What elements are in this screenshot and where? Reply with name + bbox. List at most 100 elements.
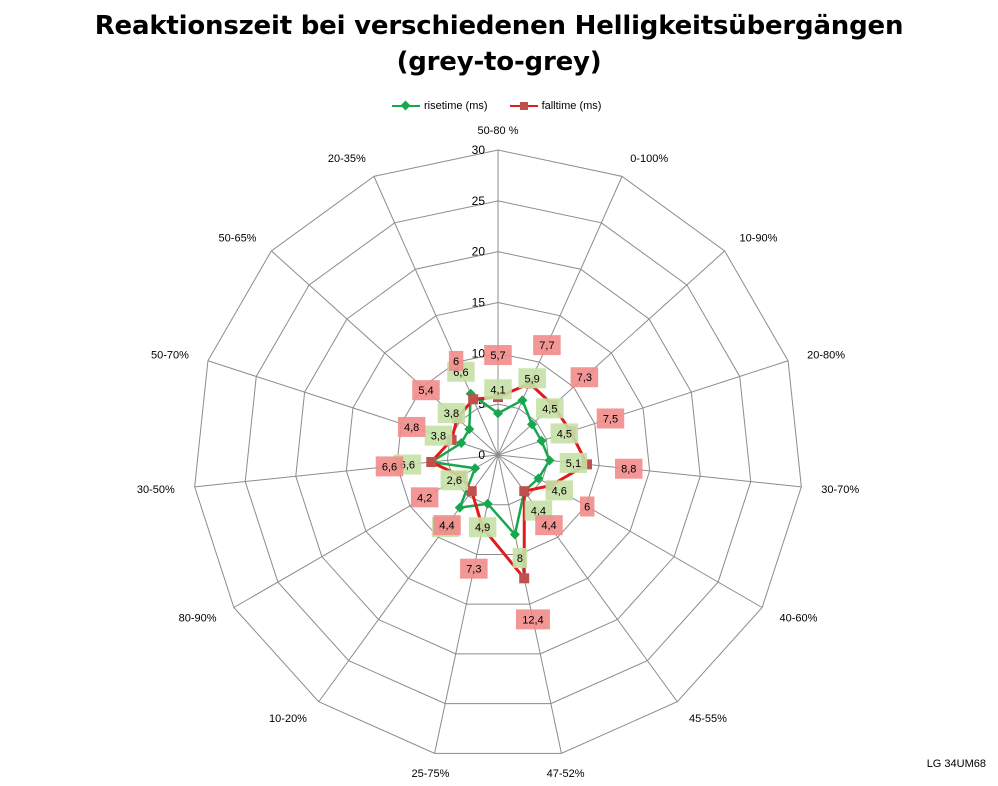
legend-item-falltime: falltime (ms) [509, 100, 602, 112]
legend-falltime-marker [509, 100, 538, 112]
radial-tick-label: 25 [472, 194, 486, 208]
category-label-45-55: 45-55% [689, 713, 727, 725]
grid-spoke [497, 176, 623, 456]
grid-spoke [194, 454, 499, 488]
risetime-label-bg-25-75 [468, 517, 497, 538]
risetime-label-bg-47-52 [512, 548, 528, 569]
risetime-label-50-70: 3,8 [431, 431, 446, 443]
grid-ring [396, 352, 600, 555]
falltime-label-bg-25-75 [460, 558, 488, 579]
falltime-label-50-70: 4,8 [404, 422, 419, 434]
radial-tick-label: 15 [472, 296, 486, 310]
radial-tick-label: 20 [472, 245, 486, 259]
grid-ring [345, 301, 651, 605]
falltime-label-bg-80-90 [410, 487, 439, 508]
chart-legend: risetime (ms) falltime (ms) [392, 100, 601, 112]
legend-risetime-marker [392, 100, 420, 112]
risetime-label-bg-80-90 [440, 470, 469, 491]
risetime-label-30-70: 5,1 [566, 458, 581, 470]
risetime-label-bg-10-90 [536, 398, 564, 419]
risetime-point-20-80 [536, 435, 547, 446]
grid-ring [194, 149, 802, 754]
category-label-0-100: 0-100% [630, 153, 668, 165]
falltime-label-bg-50-70 [397, 416, 426, 437]
risetime-label-bg-50-65 [437, 403, 466, 424]
category-label-20-35: 20-35% [328, 153, 366, 165]
grid-ring [244, 200, 752, 705]
chart-title-line-2: (grey-to-grey) [396, 47, 602, 77]
category-label-50-80: 50-80 % [478, 125, 519, 137]
grid-spoke [373, 176, 499, 456]
radial-tick-label: 10 [472, 346, 486, 360]
risetime-point-10-90 [526, 419, 537, 430]
risetime-label-47-52: 8 [517, 553, 523, 565]
radial-tick-label: 30 [472, 143, 486, 157]
falltime-label-bg-45-55 [535, 515, 563, 536]
falltime-label-10-90: 7,3 [577, 372, 592, 384]
falltime-label-45-55: 4,4 [541, 520, 556, 532]
category-labels: 50-80 % 0-100% 10-90% 20-80% 30-70% 40-60% 45-… [137, 125, 859, 780]
risetime-label-30-50: 6,6 [400, 460, 415, 472]
category-label-40-60: 40-60% [779, 613, 817, 625]
grid-spoke [497, 250, 725, 456]
falltime-label-bg-20-80 [596, 408, 625, 429]
risetime-label-bg-30-70 [559, 452, 588, 473]
falltime-label-30-70: 8,8 [621, 464, 636, 476]
falltime-point-47-52 [519, 573, 530, 584]
risetime-point-50-80 [493, 408, 503, 419]
risetime-label-20-80: 4,5 [557, 428, 572, 440]
falltime-label-bg-10-20 [433, 515, 461, 536]
risetime-label-40-60: 4,6 [552, 485, 567, 497]
radial-tick-label: 0 [478, 448, 485, 462]
falltime-label-50-65: 5,4 [418, 385, 433, 397]
series-line-falltime-ms [429, 381, 589, 580]
falltime-label-50-80: 5,7 [490, 350, 505, 362]
falltime-label-80-90: 4,2 [417, 492, 432, 504]
risetime-label-bg-40-60 [545, 480, 574, 501]
falltime-label-40-60: 6 [584, 502, 590, 514]
data-labels-falltime-ms: 5,7 7,7 7,3 7,5 8,8 6 4,4 12,4 7,3 4,4 4,2 6,6 4,8 5,… [375, 335, 643, 630]
falltime-label-20-80: 7,5 [603, 413, 618, 425]
risetime-label-50-80: 4,1 [490, 384, 505, 396]
series-line-risetime-ms [430, 392, 551, 536]
risetime-label-bg-50-70 [424, 425, 453, 446]
falltime-label-bg-47-52 [515, 609, 550, 630]
risetime-label-25-75: 4,9 [475, 522, 490, 534]
risetime-label-45-55: 4,4 [531, 506, 546, 518]
category-label-10-90: 10-90% [740, 233, 778, 245]
falltime-label-bg-30-50 [375, 456, 404, 477]
radial-tick-labels: 0 5 10 15 20 25 30 [472, 143, 486, 462]
category-label-50-65: 50-65% [219, 233, 257, 245]
risetime-point-50-70 [456, 438, 467, 449]
falltime-point-20-35 [468, 394, 479, 405]
legend-item-risetime: risetime (ms) [392, 100, 488, 112]
risetime-label-bg-0-100 [518, 368, 546, 389]
falltime-label-20-35: 6 [453, 356, 459, 368]
falltime-label-10-20: 4,4 [439, 520, 454, 532]
risetime-point-0-100 [517, 395, 528, 406]
category-label-80-90: 80-90% [179, 613, 217, 625]
falltime-label-bg-40-60 [579, 496, 595, 517]
category-label-20-80: 20-80% [807, 350, 845, 362]
legend-falltime-label: falltime (ms) [541, 100, 602, 112]
legend-risetime-label: risetime (ms) [424, 100, 488, 112]
radial-tick-label: 5 [478, 397, 485, 411]
falltime-point-30-50 [426, 457, 437, 468]
falltime-label-bg-0-100 [533, 335, 561, 356]
falltime-label-25-75: 7,3 [466, 564, 481, 576]
falltime-point-10-20 [466, 486, 477, 497]
falltime-label-bg-10-90 [570, 367, 599, 388]
chart-title: Reaktionszeit bei verschiedenen Helligke… [0, 8, 998, 80]
risetime-point-40-60 [533, 473, 544, 484]
grid-spoke [497, 454, 562, 754]
grid-ring [295, 251, 701, 655]
falltime-label-0-100: 7,7 [539, 340, 554, 352]
radar-grid [194, 149, 802, 754]
risetime-label-bg-20-80 [550, 423, 579, 444]
risetime-label-50-65: 3,8 [444, 408, 459, 420]
falltime-label-bg-30-70 [614, 458, 643, 479]
risetime-label-10-90: 4,5 [542, 403, 557, 415]
risetime-point-50-65 [464, 424, 475, 435]
grid-spoke [271, 250, 499, 456]
